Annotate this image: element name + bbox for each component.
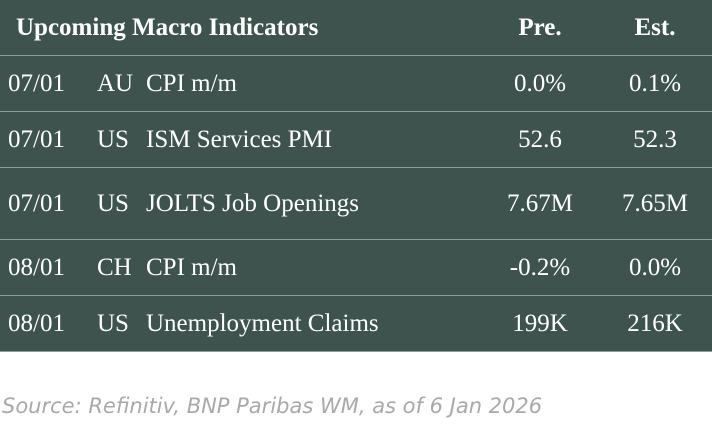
previous: 0.0%: [513, 69, 567, 97]
indicator: Unemployment Claims: [146, 309, 379, 337]
column-header: Pre.: [518, 13, 562, 41]
date: 07/01: [8, 189, 65, 217]
table-row: 08/01 CH CPI m/m -0.2% 0.0%: [0, 240, 712, 296]
estimate: 7.65M: [622, 189, 688, 217]
country: US: [97, 189, 129, 217]
country: AU: [97, 69, 134, 97]
date: 07/01: [8, 69, 65, 97]
column-header: Est.: [634, 13, 676, 41]
date: 08/01: [8, 253, 65, 281]
table-row: 07/01 US ISM Services PMI 52.6 52.3: [0, 112, 712, 168]
date: 08/01: [8, 309, 65, 337]
estimate: 216K: [627, 309, 683, 337]
indicator: CPI m/m: [146, 253, 237, 281]
previous: 52.6: [518, 125, 562, 153]
previous: 199K: [512, 309, 568, 337]
indicator: CPI m/m: [146, 69, 237, 97]
table-row: 07/01 AU CPI m/m 0.0% 0.1%: [0, 56, 712, 112]
previous: 7.67M: [507, 189, 573, 217]
estimate: 0.1%: [628, 69, 682, 97]
previous: -0.2%: [509, 253, 571, 281]
header-row: Upcoming Macro Indicators Pre. Est.: [0, 0, 712, 56]
indicator-table: Upcoming Macro Indicators Pre. Est. 07/0…: [0, 0, 712, 352]
estimate: 52.3: [633, 125, 677, 153]
table-row: 07/01 US JOLTS Job Openings 7.67M 7.65M: [0, 168, 712, 240]
table-row: 08/01 US Unemployment Claims 199K 216K: [0, 296, 712, 352]
country: US: [97, 125, 129, 153]
estimate: 0.0%: [628, 253, 682, 281]
country: CH: [97, 253, 132, 281]
source-note: Source: Refinitiv, BNP Paribas WM, as of…: [2, 394, 543, 418]
indicator: ISM Services PMI: [146, 125, 333, 153]
date: 07/01: [8, 125, 65, 153]
table-title: Upcoming Macro Indicators: [16, 13, 319, 41]
country: US: [97, 309, 129, 337]
indicator: JOLTS Job Openings: [146, 189, 359, 217]
